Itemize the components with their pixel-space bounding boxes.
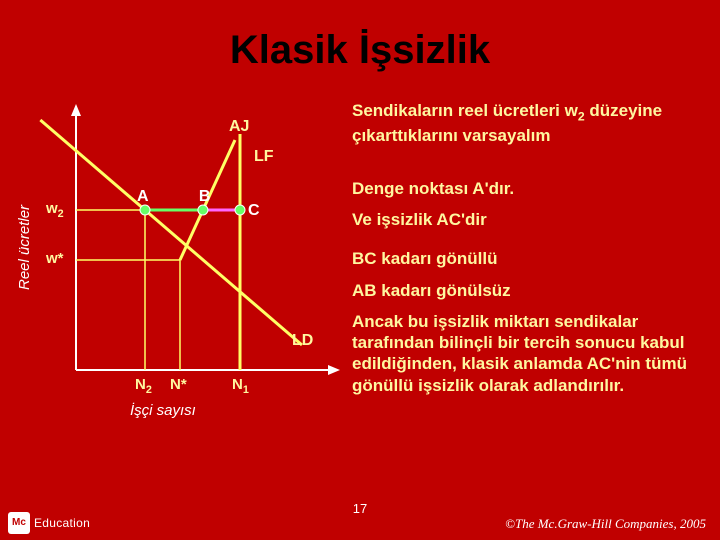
bullet-3: Ve işsizlik AC'dir bbox=[352, 209, 700, 230]
y-axis-arrow bbox=[71, 104, 81, 116]
tick-N2: N2 bbox=[135, 376, 152, 396]
graph-svg bbox=[30, 100, 350, 440]
label-LF: LF bbox=[254, 148, 274, 166]
bullet-4: BC kadarı gönüllü bbox=[352, 248, 700, 269]
mcgraw-hill-badge-icon: Mc bbox=[8, 512, 30, 534]
point-A bbox=[140, 205, 150, 215]
x-axis-arrow bbox=[328, 365, 340, 375]
bullet-1: Sendikaların reel ücretleri w2 düzeyine … bbox=[352, 100, 700, 146]
page-number: 17 bbox=[353, 501, 367, 516]
label-LD: LD bbox=[292, 332, 313, 350]
label-AJ: AJ bbox=[229, 118, 249, 136]
publisher-logo: Mc Education bbox=[8, 512, 90, 534]
label-A: A bbox=[137, 188, 149, 206]
tick-N1: N1 bbox=[232, 376, 249, 396]
x-axis-label: İşçi sayısı bbox=[130, 402, 196, 419]
bullet-5: AB kadarı gönülsüz bbox=[352, 280, 700, 301]
label-C: C bbox=[248, 202, 260, 220]
point-C bbox=[235, 205, 245, 215]
education-text: Education bbox=[34, 516, 90, 530]
slide-title: Klasik İşsizlik bbox=[0, 0, 720, 73]
economics-graph: Reel ücretler bbox=[30, 100, 350, 440]
bullet-2: Denge noktası A'dır. bbox=[352, 178, 700, 199]
label-B: B bbox=[199, 188, 211, 206]
tick-w2: w2 bbox=[46, 200, 64, 220]
explanation-text: Sendikaların reel ücretleri w2 düzeyine … bbox=[352, 100, 700, 406]
bullet-6: Ancak bu işsizlik miktarı sendikalar tar… bbox=[352, 311, 700, 396]
tick-wstar: w* bbox=[46, 250, 64, 267]
tick-Nstar: N* bbox=[170, 376, 187, 393]
copyright-text: ©The Mc.Graw-Hill Companies, 2005 bbox=[505, 516, 706, 532]
point-B bbox=[198, 205, 208, 215]
